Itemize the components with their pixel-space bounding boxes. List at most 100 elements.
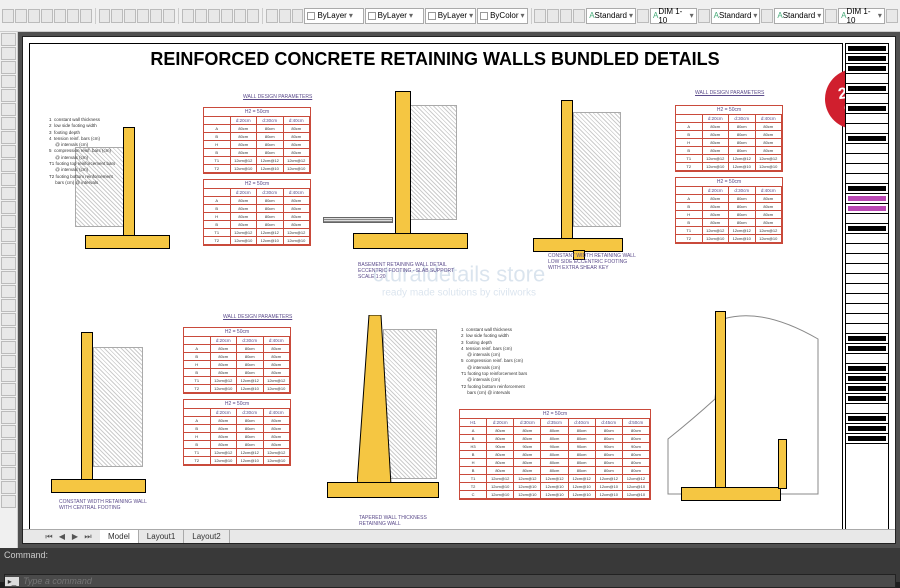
toolbar-icon[interactable] [111, 9, 123, 23]
toolbar-dropdown[interactable]: A Standard▾ [711, 8, 761, 24]
toolbar-icon[interactable] [266, 9, 278, 23]
toolbar-icon[interactable] [761, 9, 773, 23]
toolbar-dropdown[interactable]: A Standard▾ [774, 8, 824, 24]
tab-nav-icon[interactable]: ▶ [69, 532, 81, 542]
toolbar-icon[interactable] [28, 9, 40, 23]
tool-icon[interactable] [1, 173, 16, 186]
tool-icon[interactable] [1, 61, 16, 74]
tool-icon[interactable] [1, 243, 16, 256]
layout-tab[interactable]: Layout1 [139, 530, 184, 543]
toolbar-dropdown[interactable]: A DIM 1-10▾ [650, 8, 697, 24]
tool-icon[interactable] [1, 201, 16, 214]
toolbar-icon[interactable] [234, 9, 246, 23]
toolbar-dropdown[interactable]: ByLayer▾ [304, 8, 363, 24]
toolbar-icon[interactable] [15, 9, 27, 23]
tool-icon[interactable] [1, 229, 16, 242]
layout-tab[interactable]: Model [100, 530, 139, 543]
tool-icon[interactable] [1, 131, 16, 144]
tool-icon[interactable] [1, 271, 16, 284]
ground-4 [93, 347, 143, 467]
command-line[interactable]: ▸_ [4, 574, 896, 588]
tool-icon[interactable] [1, 383, 16, 396]
tool-icon[interactable] [1, 425, 16, 438]
toolbar-icon[interactable] [99, 9, 111, 23]
tool-icon[interactable] [1, 299, 16, 312]
tool-icon[interactable] [1, 89, 16, 102]
tool-icon[interactable] [1, 411, 16, 424]
toolbar-icon[interactable] [182, 9, 194, 23]
tool-icon[interactable] [1, 159, 16, 172]
toolbar-icon[interactable] [80, 9, 92, 23]
layout-tab[interactable]: Layout2 [184, 530, 229, 543]
toolbar-dropdown[interactable]: A Standard▾ [586, 8, 636, 24]
table-row: B80cm80cm80cm80cm80cm80cm [460, 467, 650, 475]
tool-icon[interactable] [1, 33, 16, 46]
tool-icon[interactable] [1, 47, 16, 60]
table-row: B80cm80cm80cm [184, 369, 290, 377]
drawing-sheet[interactable]: REINFORCED CONCRETE RETAINING WALLS BUND… [22, 36, 896, 544]
toolbar-icon[interactable] [292, 9, 304, 23]
toolbar-icon[interactable] [137, 9, 149, 23]
toolbar-icon[interactable] [41, 9, 53, 23]
tool-icon[interactable] [1, 285, 16, 298]
toolbar-icon[interactable] [54, 9, 66, 23]
toolbar-icon[interactable] [534, 9, 546, 23]
toolbar-icon[interactable] [2, 9, 14, 23]
toolbar-icon[interactable] [886, 9, 898, 23]
tool-icon[interactable] [1, 313, 16, 326]
tool-icon[interactable] [1, 467, 16, 480]
tool-icon[interactable] [1, 369, 16, 382]
sheet-title: REINFORCED CONCRETE RETAINING WALLS BUND… [23, 49, 847, 70]
tool-icon[interactable] [1, 215, 16, 228]
table-row: A80cm80cm80cm [184, 345, 290, 353]
toolbar-icon[interactable] [124, 9, 136, 23]
toolbar-icon[interactable] [247, 9, 259, 23]
left-toolbox [0, 32, 18, 548]
tool-icon[interactable] [1, 187, 16, 200]
wall-footing-5 [327, 482, 439, 498]
toolbar-icon[interactable] [67, 9, 79, 23]
table-row: T212cm@1012cm@1012cm@10 [676, 235, 782, 243]
toolbar-icon[interactable] [221, 9, 233, 23]
toolbar-icon[interactable] [547, 9, 559, 23]
tab-nav-icon[interactable]: ◀ [56, 532, 68, 542]
tool-icon[interactable] [1, 341, 16, 354]
toolbar-icon[interactable] [573, 9, 585, 23]
title-block [845, 43, 889, 537]
toolbar-dropdown[interactable]: ByColor▾ [477, 8, 527, 24]
toolbar-dropdown[interactable]: A DIM 1-10▾ [838, 8, 885, 24]
toolbar-icon[interactable] [279, 9, 291, 23]
table-row: T112cm@1212cm@1212cm@12 [204, 157, 310, 165]
table-row: B80cm80cm80cm [204, 149, 310, 157]
tool-icon[interactable] [1, 439, 16, 452]
tab-nav-icon[interactable]: ⏭ [82, 532, 94, 542]
toolbar-icon[interactable] [163, 9, 175, 23]
toolbar-dropdown[interactable]: ByLayer▾ [425, 8, 476, 24]
toolbar-dropdown[interactable]: ByLayer▾ [365, 8, 424, 24]
table-row: T212cm@1012cm@1012cm@10 [204, 165, 310, 173]
tab-nav-icon[interactable]: ⏮ [43, 532, 55, 542]
toolbar-icon[interactable] [208, 9, 220, 23]
toolbar-icon[interactable] [825, 9, 837, 23]
tool-icon[interactable] [1, 117, 16, 130]
tool-icon[interactable] [1, 481, 16, 494]
command-input[interactable] [23, 576, 895, 586]
titleblock-row [846, 244, 888, 254]
toolbar-icon[interactable] [637, 9, 649, 23]
tool-icon[interactable] [1, 257, 16, 270]
tool-icon[interactable] [1, 145, 16, 158]
toolbar-icon[interactable] [150, 9, 162, 23]
tool-icon[interactable] [1, 397, 16, 410]
toolbar-icon[interactable] [698, 9, 710, 23]
tool-icon[interactable] [1, 453, 16, 466]
tool-icon[interactable] [1, 495, 16, 508]
wall-stem-2 [395, 91, 411, 236]
tool-icon[interactable] [1, 75, 16, 88]
tool-icon[interactable] [1, 103, 16, 116]
param-table-3a: H2 = 50cmd:20cmd:30cmd:40cmA80cm80cm80cm… [675, 105, 783, 172]
tool-icon[interactable] [1, 355, 16, 368]
titleblock-row [846, 294, 888, 304]
toolbar-icon[interactable] [560, 9, 572, 23]
tool-icon[interactable] [1, 327, 16, 340]
toolbar-icon[interactable] [195, 9, 207, 23]
